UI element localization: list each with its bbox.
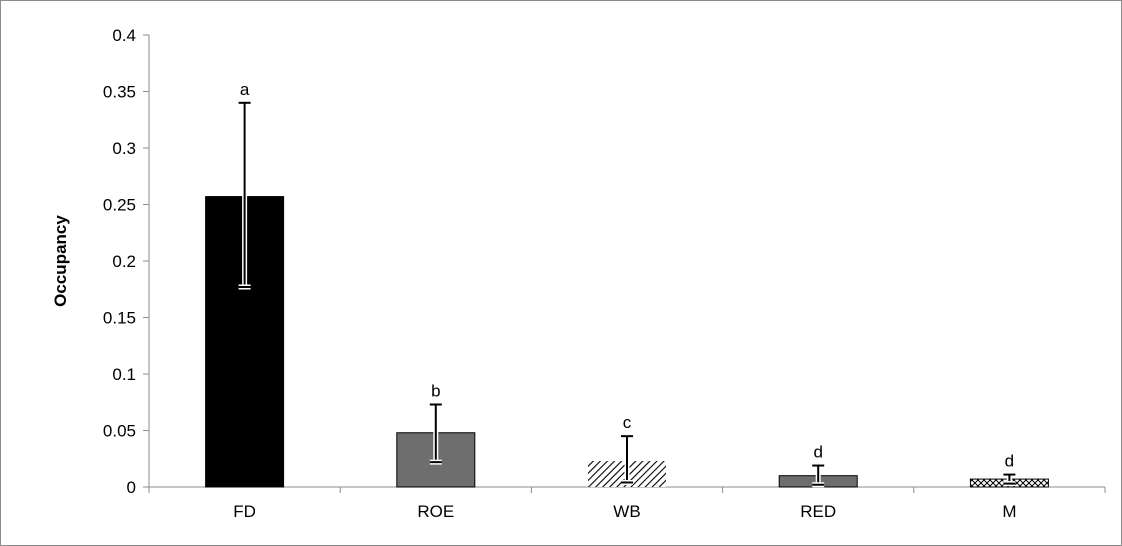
- x-category-label-m: M: [1002, 502, 1016, 521]
- error-bar-red: [812, 464, 825, 488]
- bars: [205, 101, 1049, 488]
- x-category-label-roe: ROE: [417, 502, 454, 521]
- y-tick-label: 0.2: [112, 252, 136, 271]
- y-axis-title: Occupancy: [51, 215, 70, 307]
- significance-label-m: d: [1005, 452, 1014, 471]
- y-tick-label: 0.3: [112, 139, 136, 158]
- y-tick-label: 0.35: [103, 83, 136, 102]
- error-bar-wb: [621, 435, 633, 485]
- error-bar-roe: [429, 403, 442, 465]
- x-category-label-red: RED: [800, 502, 836, 521]
- y-tick-label: 0.05: [103, 422, 136, 441]
- y-tick-label: 0.4: [112, 26, 136, 45]
- y-tick-label: 0.1: [112, 365, 136, 384]
- error-bar-fd: [238, 101, 251, 290]
- significance-label-roe: b: [431, 382, 440, 401]
- x-category-label-fd: FD: [233, 502, 256, 521]
- significance-label-fd: a: [240, 80, 250, 99]
- y-tick-label: 0.15: [103, 309, 136, 328]
- error-bar-m: [1003, 473, 1016, 487]
- x-category-label-wb: WB: [613, 502, 640, 521]
- significance-label-red: d: [813, 443, 822, 462]
- y-tick-label: 0.25: [103, 196, 136, 215]
- labels: 0 0.05 0.1 0.15 0.2 0.25 0.3 0.35 0.4 a FD b ROE c WB d…: [103, 26, 1017, 521]
- significance-label-wb: c: [623, 413, 632, 432]
- y-tick-label: 0: [127, 478, 136, 497]
